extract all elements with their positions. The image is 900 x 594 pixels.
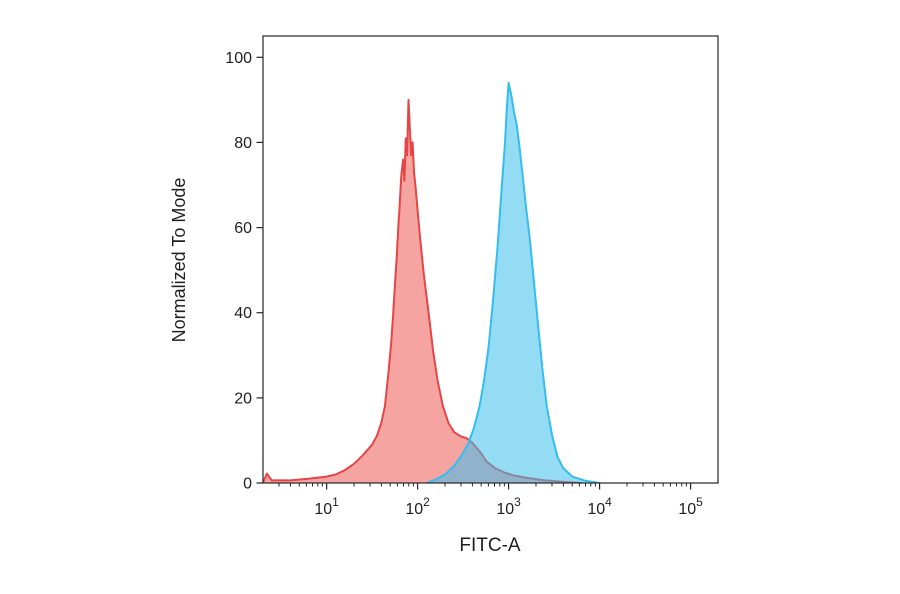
svg-text:104: 104 <box>587 495 612 518</box>
svg-text:102: 102 <box>405 495 430 518</box>
svg-text:80: 80 <box>234 135 252 152</box>
svg-text:40: 40 <box>234 305 252 322</box>
svg-text:103: 103 <box>496 495 521 518</box>
svg-text:60: 60 <box>234 220 252 237</box>
plot-border <box>262 35 719 484</box>
svg-text:101: 101 <box>314 495 339 518</box>
svg-text:100: 100 <box>225 50 252 67</box>
series-curves <box>263 81 601 483</box>
svg-text:20: 20 <box>234 390 252 407</box>
y-axis-label: Normalized To Mode <box>169 178 189 343</box>
x-axis-label: FITC-A <box>459 535 521 556</box>
svg-text:105: 105 <box>678 495 703 518</box>
svg-text:0: 0 <box>243 476 252 493</box>
